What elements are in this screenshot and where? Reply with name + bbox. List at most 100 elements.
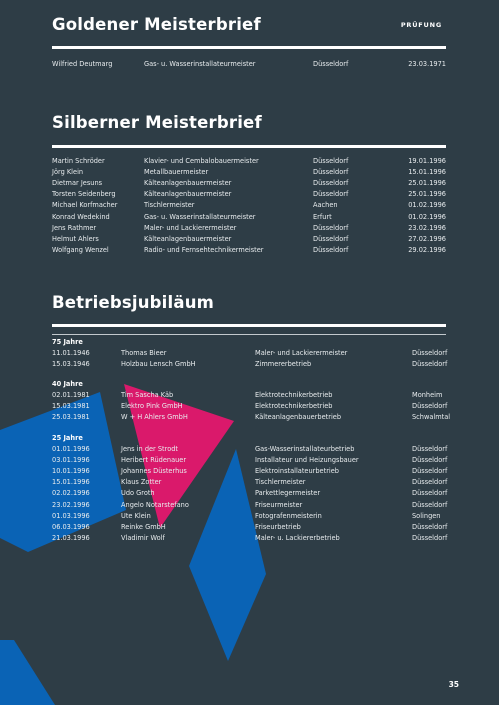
- jubilee-row: 23.02.1996 Angelo Notarstefano Friseurmeis…: [52, 500, 447, 511]
- row-city: Düsseldorf: [313, 179, 349, 188]
- row-date: 02.02.1996: [52, 489, 90, 498]
- row-date: 15.01.1996: [52, 478, 90, 487]
- row-date: 19.01.1996: [408, 157, 446, 165]
- row-date: 06.03.1996: [52, 522, 90, 531]
- row-city: Düsseldorf: [412, 489, 448, 498]
- silver-row: Jens Rathmer Maler- und Lackierermeister D…: [52, 223, 446, 234]
- row-date: 15.01.1996: [408, 168, 446, 177]
- row-name: Thomas Bieer: [121, 349, 167, 357]
- row-name: Holzbau Lensch GmbH: [121, 360, 196, 369]
- row-name: Vladimir Wolf: [121, 533, 165, 542]
- row-name: Wolfgang Wenzel: [52, 245, 109, 254]
- jubilee-group-heading: 25 Jahre: [52, 434, 83, 442]
- row-name: Elektro Pink GmbH: [121, 402, 183, 411]
- row-date: 25.01.1996: [408, 179, 446, 188]
- row-name: Jörg Klein: [52, 168, 84, 177]
- row-name: Helmut Ahlers: [52, 234, 99, 243]
- row-date: 23.03.1971: [408, 60, 446, 68]
- jubilee-row: 02.01.1981 Tim Sascha Käb Elektrotechniker…: [52, 390, 446, 401]
- row-date: 21.03.1996: [52, 533, 90, 542]
- row-trade: Kälteanlagenbauermeister: [144, 234, 232, 243]
- row-date: 02.01.1981: [52, 391, 90, 399]
- blue-left-shape: [0, 392, 126, 552]
- row-trade: Gas- u. Wasserinstallateurmeister: [144, 60, 256, 68]
- row-name: Johannes Düsterhus: [121, 467, 187, 476]
- jubilee-row: 02.02.1996 Udo Groth Parkettlegermeister Dü…: [52, 488, 448, 499]
- row-date: 03.01.1996: [52, 456, 90, 465]
- row-name: Tim Sascha Käb: [121, 391, 174, 399]
- row-city: Düsseldorf: [412, 467, 448, 476]
- row-trade: Zimmererbetrieb: [255, 360, 312, 369]
- row-city: Düsseldorf: [412, 456, 448, 465]
- row-trade: Parkettlegermeister: [255, 489, 321, 498]
- row-city: Düsseldorf: [313, 190, 349, 199]
- row-city: Aachen: [313, 201, 338, 210]
- jubilee-group-heading: 75 Jahre: [52, 338, 83, 346]
- row-city: Düsseldorf: [313, 245, 349, 254]
- row-name: Michael Korfmacher: [52, 201, 118, 210]
- row-city: Düsseldorf: [313, 60, 349, 68]
- row-city: Solingen: [412, 511, 441, 520]
- row-name: Angelo Notarstefano: [121, 500, 189, 509]
- gold-rule: [52, 46, 446, 49]
- row-date: 29.02.1996: [408, 245, 446, 254]
- gold-title: Goldener Meisterbrief: [52, 15, 261, 34]
- row-name: Udo Groth: [121, 489, 155, 498]
- row-trade: Elektroinstallateurbetrieb: [255, 467, 339, 476]
- row-date: 15.03.1981: [52, 402, 90, 411]
- row-date: 01.01.1996: [52, 445, 90, 453]
- jubilee-title: Betriebsjubiläum: [52, 293, 215, 312]
- row-city: Düsseldorf: [412, 349, 448, 357]
- row-trade: Gas-Wasserinstallateurbetrieb: [255, 445, 355, 453]
- jubilee-row: 06.03.1996 Reinke GmbH Friseurbetrieb Düsse…: [52, 522, 448, 533]
- silver-row: Jörg Klein Metallbauermeister Düsseldorf 15…: [52, 167, 446, 178]
- row-date: 15.03.1946: [52, 360, 90, 369]
- row-trade: Kälteanlagenbauermeister: [144, 179, 232, 188]
- row-trade: Fotografenmeisterin: [255, 511, 322, 520]
- row-trade: Tischlermeister: [144, 201, 195, 210]
- row-trade: Klavier- und Cembalobauermeister: [144, 157, 259, 165]
- row-trade: Elektrotechnikerbetrieb: [255, 402, 333, 411]
- row-trade: Maler- und Lackierermeister: [144, 223, 237, 232]
- jubilee-group-heading: 40 Jahre: [52, 380, 83, 388]
- row-trade: Friseurmeister: [255, 500, 303, 509]
- row-trade: Tischlermeister: [255, 478, 306, 487]
- row-date: 10.01.1996: [52, 467, 90, 476]
- jubilee-row: 15.03.1946 Holzbau Lensch GmbH Zimmererbet…: [52, 359, 447, 370]
- page-number: 35: [448, 680, 459, 689]
- row-trade: Elektrotechnikerbetrieb: [255, 391, 333, 399]
- row-city: Schwalmtal: [412, 413, 451, 422]
- row-trade: Friseurbetrieb: [255, 522, 301, 531]
- gold-row: Wilfried Deutmarg Gas- u. Wasserinstalla…: [52, 59, 446, 70]
- row-date: 01.02.1996: [408, 201, 446, 210]
- row-date: 25.03.1981: [52, 413, 90, 422]
- row-trade: Gas- u. Wasserinstallateurmeister: [144, 212, 256, 221]
- silver-row: Michael Korfmacher Tischlermeister Aachen 0…: [52, 200, 446, 211]
- row-date: 01.03.1996: [52, 511, 90, 520]
- blue-diamond-shape: [189, 449, 266, 661]
- row-trade: Maler- und Lackierermeister: [255, 349, 348, 357]
- row-date: 11.01.1946: [52, 349, 90, 357]
- row-date: 25.01.1996: [408, 190, 446, 199]
- row-city: Düsseldorf: [313, 168, 349, 177]
- silver-row: Dietmar Jesuns Kälteanlagenbauermeister Dü…: [52, 178, 446, 189]
- jubilee-row: 15.01.1996 Klaus Zotter Tischlermeister Düs…: [52, 477, 447, 488]
- row-trade: Kälteanlagenbauermeister: [144, 190, 232, 199]
- row-name: Heribert Rüdenauer: [121, 456, 187, 465]
- silver-row: Konrad Wedekind Gas- u. Wasserinstallateu…: [52, 212, 446, 223]
- row-city: Düsseldorf: [313, 157, 349, 165]
- row-date: 01.02.1996: [408, 212, 446, 221]
- row-date: 27.02.1996: [408, 234, 446, 243]
- silver-row: Martin Schröder Klavier- und Cembalobauer…: [52, 156, 446, 167]
- row-city: Düsseldorf: [412, 522, 448, 531]
- silver-rule: [52, 145, 446, 148]
- silver-row: Wolfgang Wenzel Radio- und Fernsehtechnik…: [52, 245, 446, 256]
- row-name: Torsten Seidenberg: [52, 190, 116, 199]
- row-name: Reinke GmbH: [121, 522, 166, 531]
- silver-title: Silberner Meisterbrief: [52, 113, 262, 132]
- row-name: Ute Klein: [121, 511, 151, 520]
- category-label: PRÜFUNG: [400, 21, 442, 29]
- row-city: Düsseldorf: [412, 402, 448, 411]
- row-trade: Maler- u. Lackiererbetrieb: [255, 533, 340, 542]
- row-city: Düsseldorf: [412, 445, 448, 453]
